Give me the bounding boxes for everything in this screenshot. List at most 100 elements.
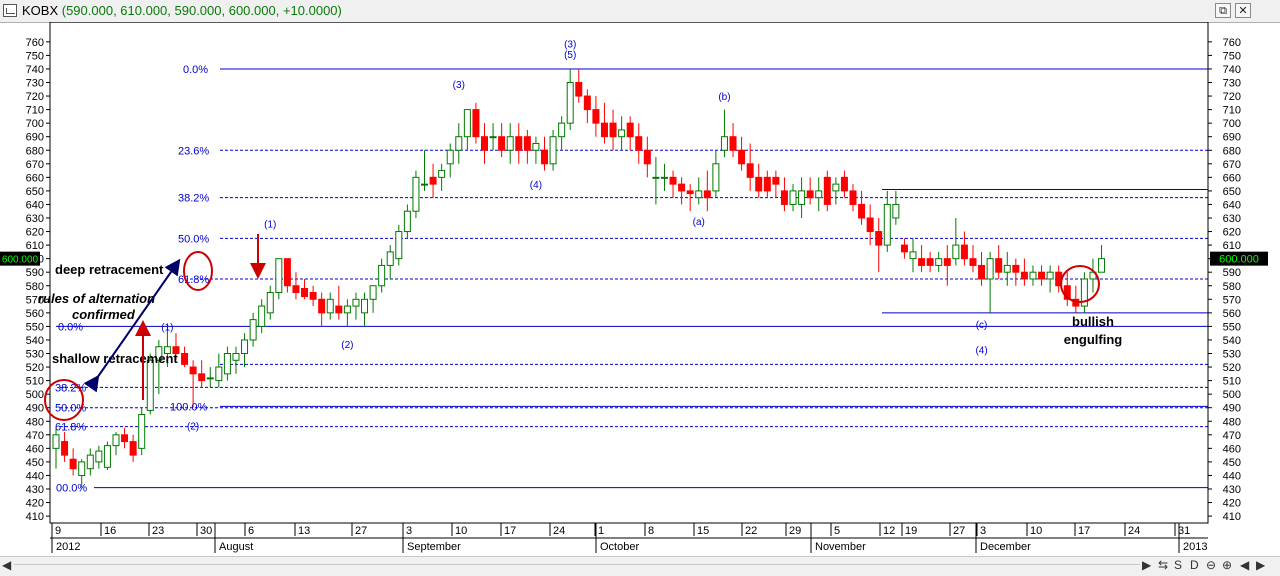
candle	[275, 258, 283, 300]
candle-body	[335, 305, 343, 314]
candle	[832, 177, 840, 205]
y-tick-label-left: 500	[26, 389, 44, 401]
candle	[669, 170, 677, 198]
scroll-right-icon[interactable]: ▶	[1142, 558, 1152, 572]
candle-body	[1029, 271, 1037, 280]
y-tick-label-right: 760	[1223, 37, 1241, 49]
candle-body	[892, 203, 900, 219]
candle	[618, 116, 626, 151]
d-button[interactable]: D	[1190, 558, 1199, 572]
highlight-circle-618	[183, 251, 213, 291]
x-month-label: August	[219, 541, 253, 553]
candle	[635, 123, 643, 164]
y-tick-label-right: 650	[1223, 186, 1241, 198]
candle	[926, 251, 934, 273]
x-day-label: 17	[504, 525, 516, 537]
candle	[592, 96, 600, 137]
candle-body	[772, 176, 780, 185]
candle-body	[849, 190, 857, 205]
wave-label: (2)	[187, 421, 199, 432]
candle	[361, 292, 369, 327]
s-button[interactable]: S	[1174, 558, 1183, 572]
candlestick-chart[interactable]: 00.0%61.8%50.0%38.2%0.0%61.8%100.0%50.0%…	[0, 22, 1280, 556]
zoom-out-icon[interactable]: ⊖	[1206, 558, 1217, 572]
candle-body	[746, 163, 754, 178]
candle-body	[703, 190, 711, 199]
y-tick-label-right: 450	[1223, 457, 1241, 469]
candle	[369, 285, 377, 313]
candle-body	[866, 217, 874, 233]
candle-body	[326, 298, 334, 314]
last-price-label-right: 600.000	[1219, 254, 1259, 266]
candle	[318, 292, 326, 327]
link-icon[interactable]: ⇆	[1158, 558, 1169, 572]
x-day-label: 12	[883, 525, 895, 537]
candle	[283, 258, 291, 293]
candle	[446, 143, 454, 178]
candle	[1029, 265, 1037, 286]
x-month-label: October	[600, 541, 639, 553]
x-day-label: 3	[406, 525, 412, 537]
candle-body	[1020, 271, 1028, 280]
horizontal-scrollbar[interactable]: ◀ ▶ ⇆ S D ⊖ ⊕ ◀ ▶	[0, 556, 1280, 576]
candle-body	[900, 244, 908, 253]
candle	[335, 285, 343, 320]
fib2-label: 0.0%	[183, 64, 208, 76]
candle-body	[695, 190, 703, 199]
candle	[189, 360, 197, 408]
annotation-bullish: bullish	[1072, 314, 1114, 329]
y-tick-label-right: 550	[1223, 321, 1241, 333]
candle	[643, 136, 651, 178]
candle-body	[943, 258, 951, 266]
y-tick-label-right: 480	[1223, 416, 1241, 428]
candle-body	[858, 203, 866, 219]
candle	[138, 407, 146, 456]
candle-body	[969, 258, 977, 266]
candle	[429, 163, 437, 198]
candle-body	[421, 183, 429, 186]
candle-body	[549, 136, 557, 165]
restore-button[interactable]: ⧉	[1215, 3, 1231, 18]
y-tick-label-left: 530	[26, 349, 44, 361]
candle	[712, 150, 720, 198]
wave-label: (5)	[564, 50, 576, 61]
ohlc-readout: (590.000, 610.000, 590.000, 600.000, +10…	[61, 3, 342, 18]
y-tick-label-left: 430	[26, 484, 44, 496]
candle	[566, 68, 574, 130]
candle-body	[995, 258, 1003, 273]
close-button[interactable]: ✕	[1235, 3, 1251, 18]
candle-body	[515, 136, 523, 151]
scroll-track[interactable]	[14, 564, 1140, 569]
candle	[900, 238, 908, 259]
candle	[198, 360, 206, 388]
y-tick-label-left: 620	[26, 227, 44, 239]
candle	[1003, 251, 1011, 286]
candle-body	[95, 450, 103, 463]
candle-body	[678, 183, 686, 192]
candle	[678, 177, 686, 205]
next-icon[interactable]: ▶	[1256, 558, 1266, 572]
candle	[1012, 258, 1020, 286]
scroll-left-icon[interactable]: ◀	[2, 558, 12, 572]
candle-body	[181, 353, 189, 365]
y-tick-label-left: 470	[26, 430, 44, 442]
candle	[403, 204, 411, 239]
prev-icon[interactable]: ◀	[1240, 558, 1250, 572]
candle	[738, 136, 746, 171]
zoom-in-icon[interactable]: ⊕	[1222, 558, 1233, 572]
candle	[155, 339, 163, 395]
y-tick-label-right: 610	[1223, 240, 1241, 252]
candle-body	[720, 136, 728, 151]
y-tick-label-right: 720	[1223, 91, 1241, 103]
candle	[438, 163, 446, 191]
candle	[823, 170, 831, 212]
candle-body	[318, 298, 326, 314]
y-tick-label-right: 750	[1223, 50, 1241, 62]
fib2-label: 50.0%	[178, 233, 209, 245]
x-day-label: 3	[980, 525, 986, 537]
candle-body	[935, 258, 943, 266]
candle	[960, 231, 968, 266]
x-day-label: 27	[355, 525, 367, 537]
annotation-deep-retracement: deep retracement	[55, 262, 164, 277]
candle-body	[840, 176, 848, 192]
